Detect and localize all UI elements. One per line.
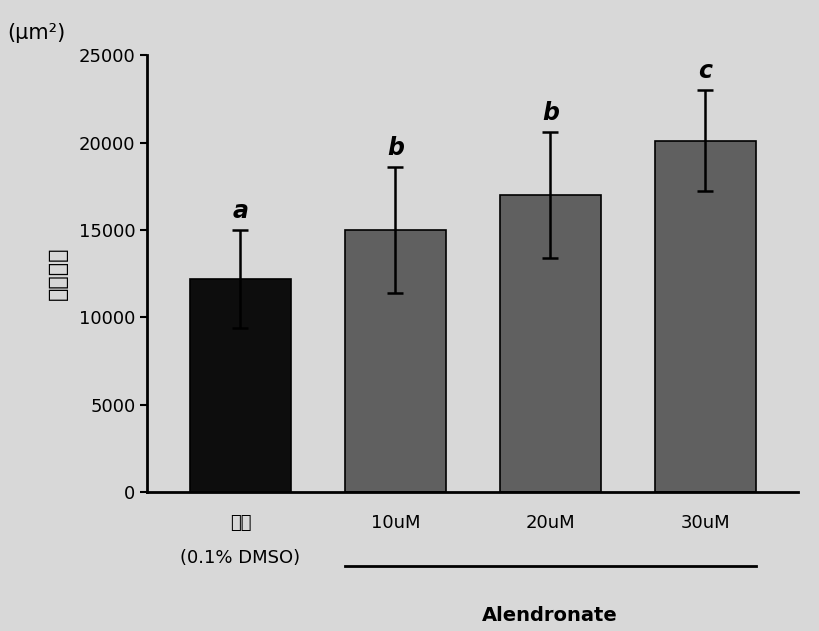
Bar xyxy=(190,279,291,492)
Text: 对照: 对照 xyxy=(229,514,251,532)
Text: b: b xyxy=(387,136,404,160)
Bar xyxy=(345,230,446,492)
Text: (μm²): (μm²) xyxy=(7,23,66,44)
Text: 20uM: 20uM xyxy=(526,514,575,532)
Text: a: a xyxy=(233,199,248,223)
Bar xyxy=(655,141,756,492)
Text: (0.1% DMSO): (0.1% DMSO) xyxy=(180,549,301,567)
Text: 10uM: 10uM xyxy=(370,514,420,532)
Text: b: b xyxy=(542,101,559,125)
Bar xyxy=(500,195,600,492)
Text: Alendronate: Alendronate xyxy=(482,606,618,625)
Text: 30uM: 30uM xyxy=(681,514,730,532)
Text: c: c xyxy=(699,59,713,83)
Y-axis label: 矿化面积: 矿化面积 xyxy=(48,247,68,300)
